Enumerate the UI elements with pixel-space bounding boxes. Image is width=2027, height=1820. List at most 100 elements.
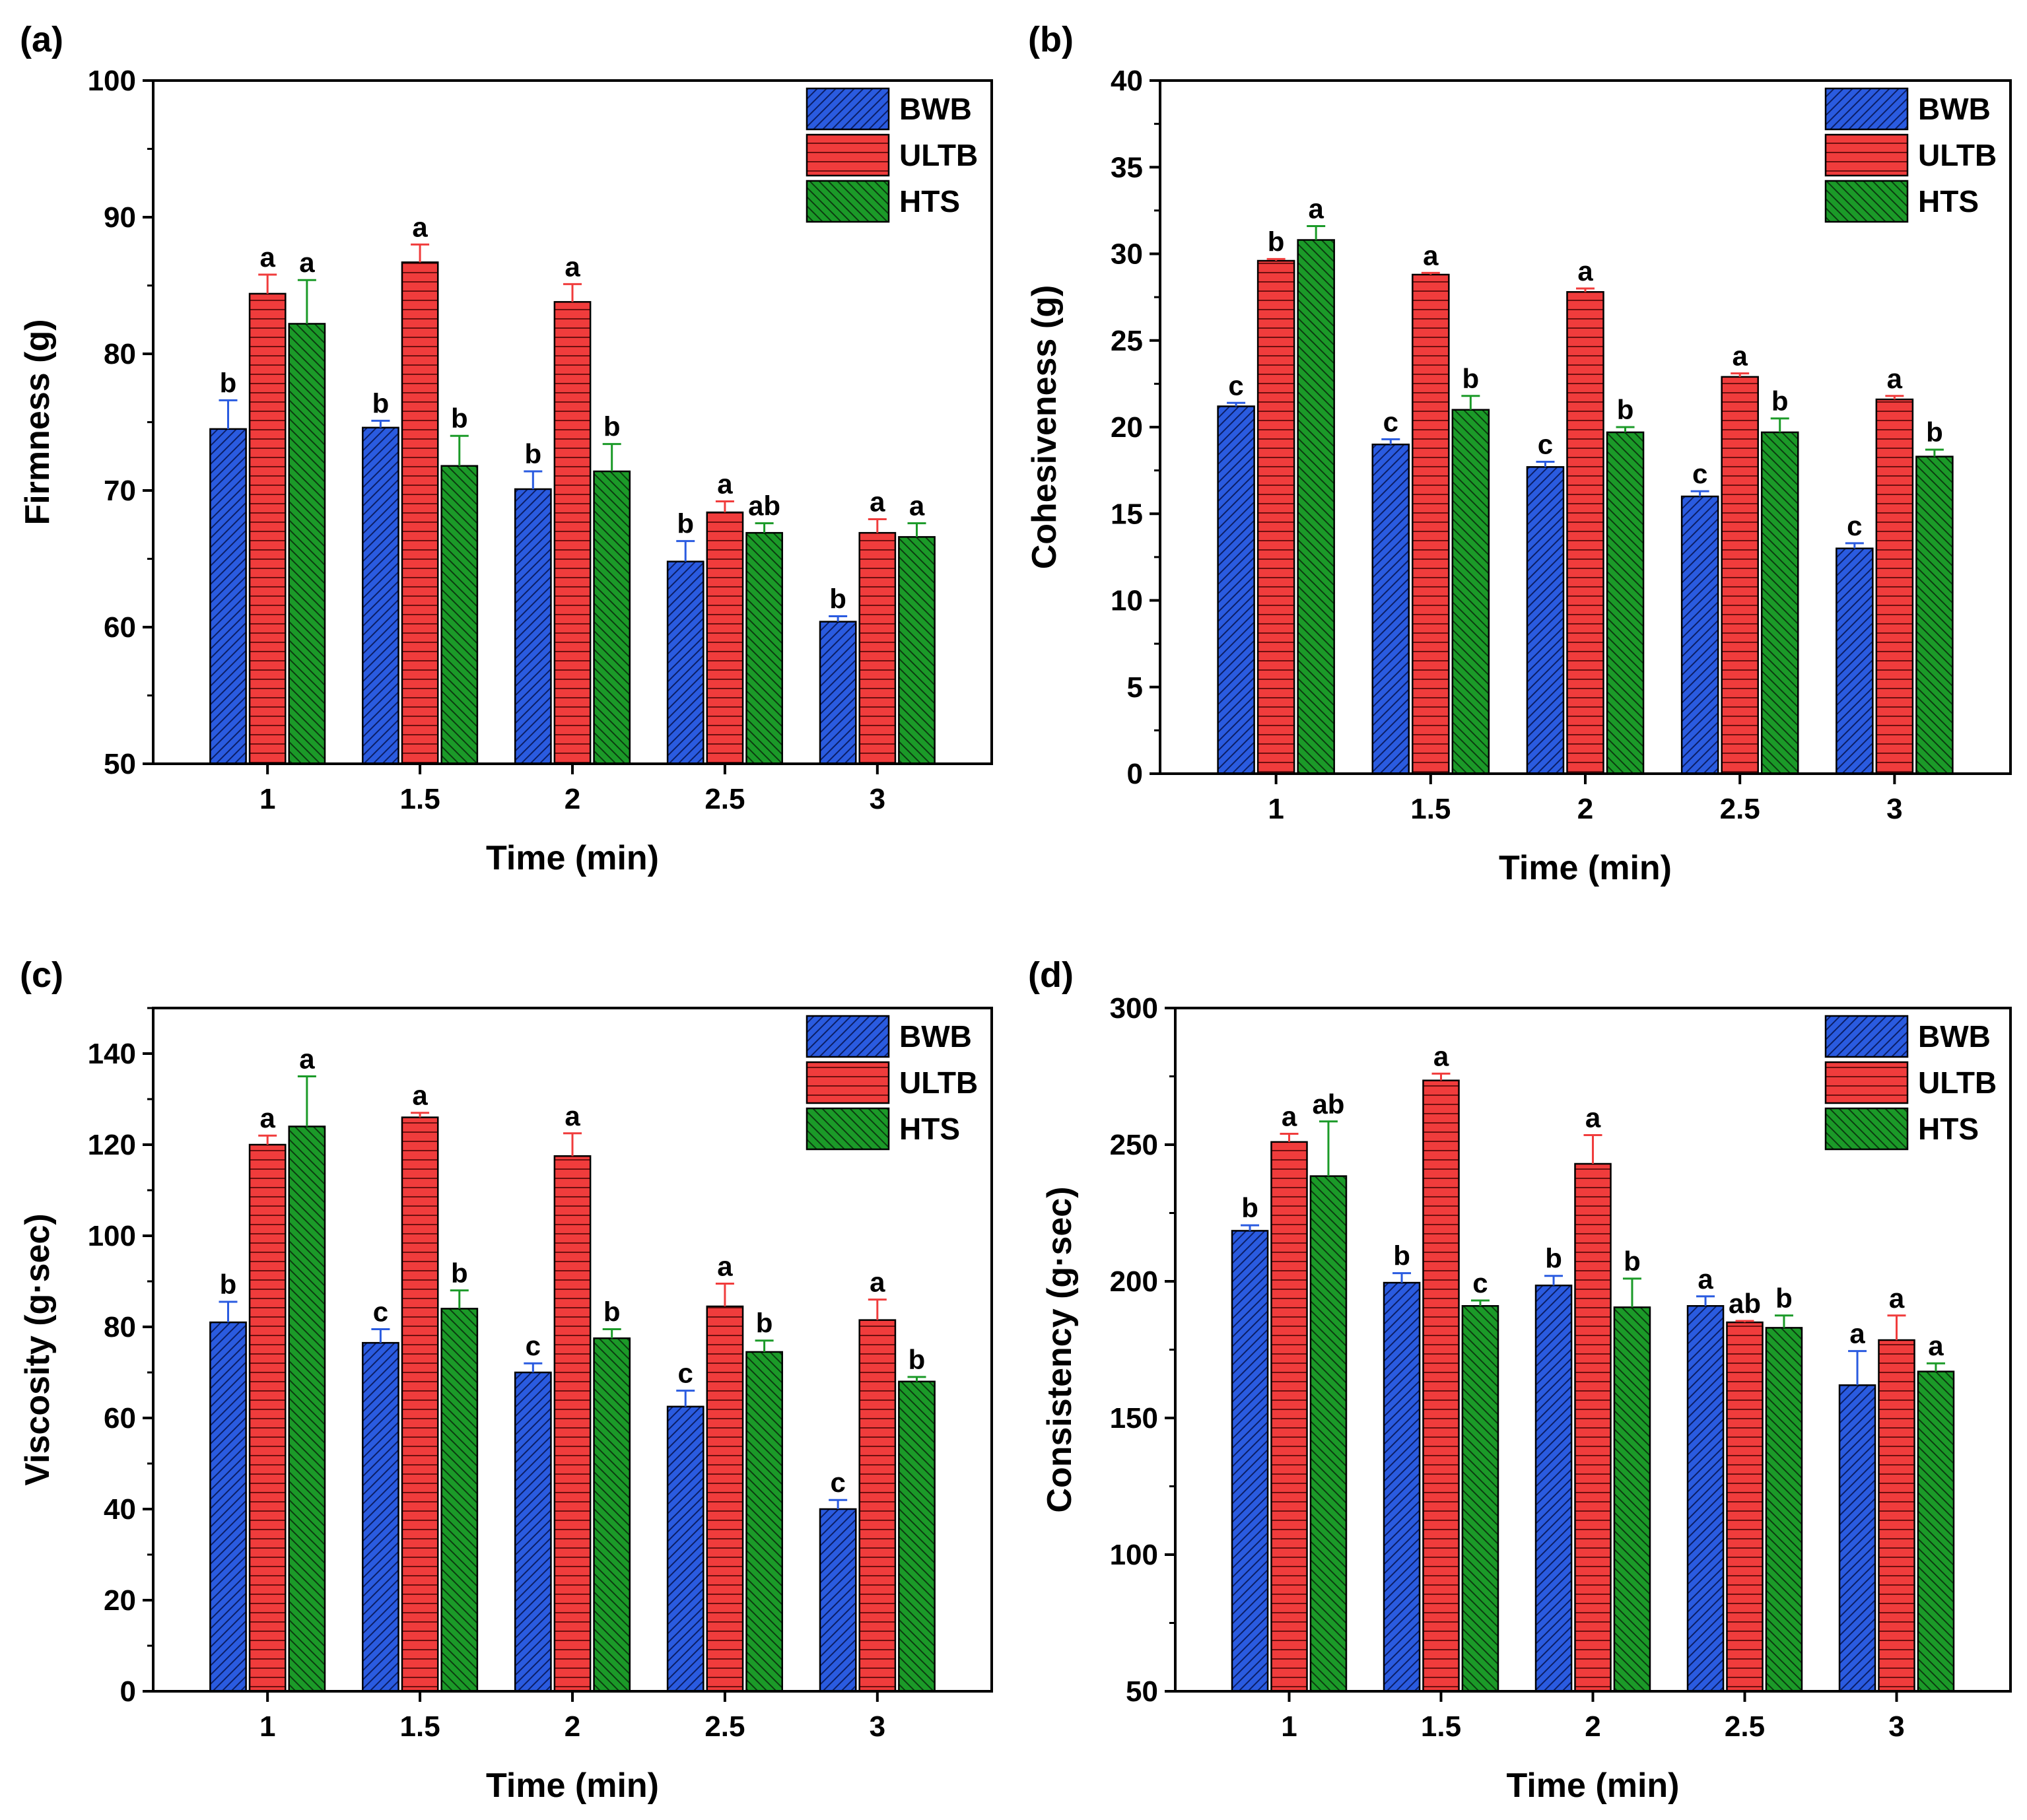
x-tick-label: 2.5 xyxy=(704,1710,745,1743)
significance-letter: c xyxy=(830,1467,845,1498)
significance-letter: b xyxy=(1771,386,1789,417)
y-tick-label: 100 xyxy=(88,65,136,97)
panel-label: (c) xyxy=(20,955,63,995)
bar-bwb xyxy=(362,426,399,765)
significance-letter: a xyxy=(1308,193,1324,224)
y-tick-label: 60 xyxy=(104,611,136,644)
bar-bwb xyxy=(1686,1305,1725,1693)
y-tick-label: 5 xyxy=(1127,671,1143,704)
x-tick-label: 2 xyxy=(565,1710,580,1743)
y-tick-label: 50 xyxy=(104,748,136,780)
bar-ultb xyxy=(1270,1141,1308,1693)
significance-letter: b xyxy=(677,508,694,539)
significance-letter: b xyxy=(220,367,237,398)
significance-letter: a xyxy=(299,247,315,278)
bar-ultb xyxy=(858,531,897,765)
bar-ultb xyxy=(1412,273,1450,775)
y-tick-label: 10 xyxy=(1111,585,1143,617)
legend-swatch-ultb xyxy=(1824,133,1909,177)
significance-letter: b xyxy=(909,1344,926,1375)
y-tick-label: 40 xyxy=(1111,65,1143,97)
significance-letter: a xyxy=(1433,1040,1449,1071)
legend-label-hts: HTS xyxy=(899,1112,960,1146)
significance-letter: c xyxy=(1538,429,1553,460)
y-tick-label: 80 xyxy=(104,1311,136,1343)
significance-letter: b xyxy=(1624,1246,1641,1277)
x-tick-label: 1.5 xyxy=(400,1710,440,1743)
legend-label-hts: HTS xyxy=(1918,1112,1979,1146)
bar-hts xyxy=(288,1126,326,1693)
bar-ultb xyxy=(401,1116,439,1693)
legend-swatch-bwb xyxy=(1824,1015,1909,1058)
bar-bwb xyxy=(1383,1281,1421,1693)
y-tick-label: 20 xyxy=(1111,411,1143,444)
y-tick-label: 50 xyxy=(1126,1675,1158,1708)
bar-bwb xyxy=(1680,495,1719,775)
y-tick-label: 70 xyxy=(104,475,136,507)
significance-letter: b xyxy=(372,388,390,419)
bar-bwb xyxy=(666,560,704,765)
legend-swatch-bwb xyxy=(806,1015,890,1058)
bar-hts xyxy=(898,1380,936,1693)
significance-letter: a xyxy=(1698,1264,1713,1295)
legend-label-bwb: BWB xyxy=(1918,1019,1991,1054)
significance-letter: a xyxy=(565,251,580,282)
legend-label-ultb: ULTB xyxy=(899,138,978,172)
x-tick-label: 1 xyxy=(1281,1710,1297,1743)
x-tick-label: 2.5 xyxy=(1725,1710,1765,1743)
significance-letter: b xyxy=(220,1269,237,1300)
x-tick-label: 1 xyxy=(1268,793,1284,825)
bar-hts xyxy=(440,1308,479,1693)
y-axis-title: Consistency (g·sec) xyxy=(1041,1186,1079,1512)
bar-ultb xyxy=(706,1305,744,1693)
legend-label-hts: HTS xyxy=(1918,184,1979,219)
bar-bwb xyxy=(1217,405,1255,775)
significance-letter: b xyxy=(829,583,846,614)
significance-letter: b xyxy=(1268,226,1285,257)
significance-letter: c xyxy=(678,1358,693,1389)
significance-letter: c xyxy=(1228,370,1243,401)
y-axis-title: Firmness (g) xyxy=(18,319,57,525)
bar-hts xyxy=(1606,431,1645,775)
significance-letter: a xyxy=(1282,1100,1297,1131)
x-tick-label: 1 xyxy=(259,783,275,815)
significance-letter: a xyxy=(1849,1318,1865,1349)
bar-bwb xyxy=(819,1508,857,1693)
bar-hts xyxy=(1451,409,1490,775)
significance-letter: b xyxy=(1926,417,1943,448)
significance-letter: a xyxy=(870,486,885,517)
significance-letter: a xyxy=(299,1044,315,1075)
bar-ultb xyxy=(1256,259,1295,775)
significance-letter: b xyxy=(1241,1192,1258,1223)
legend-swatch-hts xyxy=(1824,1107,1909,1151)
y-tick-label: 120 xyxy=(88,1129,136,1161)
bar-ultb xyxy=(401,261,439,765)
bar-ultb xyxy=(248,292,287,765)
bar-ultb xyxy=(1726,1321,1764,1693)
y-tick-label: 200 xyxy=(1110,1265,1158,1298)
significance-letter: c xyxy=(1472,1267,1488,1298)
bar-ultb xyxy=(1574,1163,1612,1693)
legend-swatch-hts xyxy=(806,1107,890,1151)
x-tick-label: 1 xyxy=(259,1710,275,1743)
x-tick-label: 3 xyxy=(1888,1710,1904,1743)
bar-bwb xyxy=(1838,1384,1876,1693)
y-axis-title: Cohesiveness (g) xyxy=(1025,285,1064,570)
legend-swatch-hts xyxy=(806,180,890,223)
bar-ultb xyxy=(553,1155,592,1693)
bar-hts xyxy=(1917,1370,1955,1693)
significance-letter: c xyxy=(526,1330,541,1361)
y-tick-label: 25 xyxy=(1111,325,1143,357)
bar-bwb xyxy=(1526,466,1565,775)
significance-letter: b xyxy=(603,1296,621,1327)
y-axis-title: Viscosity (g·sec) xyxy=(18,1213,57,1485)
legend-swatch-bwb xyxy=(806,87,890,131)
significance-letter: b xyxy=(756,1308,773,1339)
significance-letter: a xyxy=(1585,1102,1601,1133)
bar-bwb xyxy=(1534,1284,1573,1693)
bar-ultb xyxy=(248,1143,287,1693)
y-tick-label: 300 xyxy=(1110,992,1158,1025)
bar-ultb xyxy=(553,301,592,765)
significance-letter: a xyxy=(909,490,925,522)
significance-letter: ab xyxy=(748,490,780,522)
